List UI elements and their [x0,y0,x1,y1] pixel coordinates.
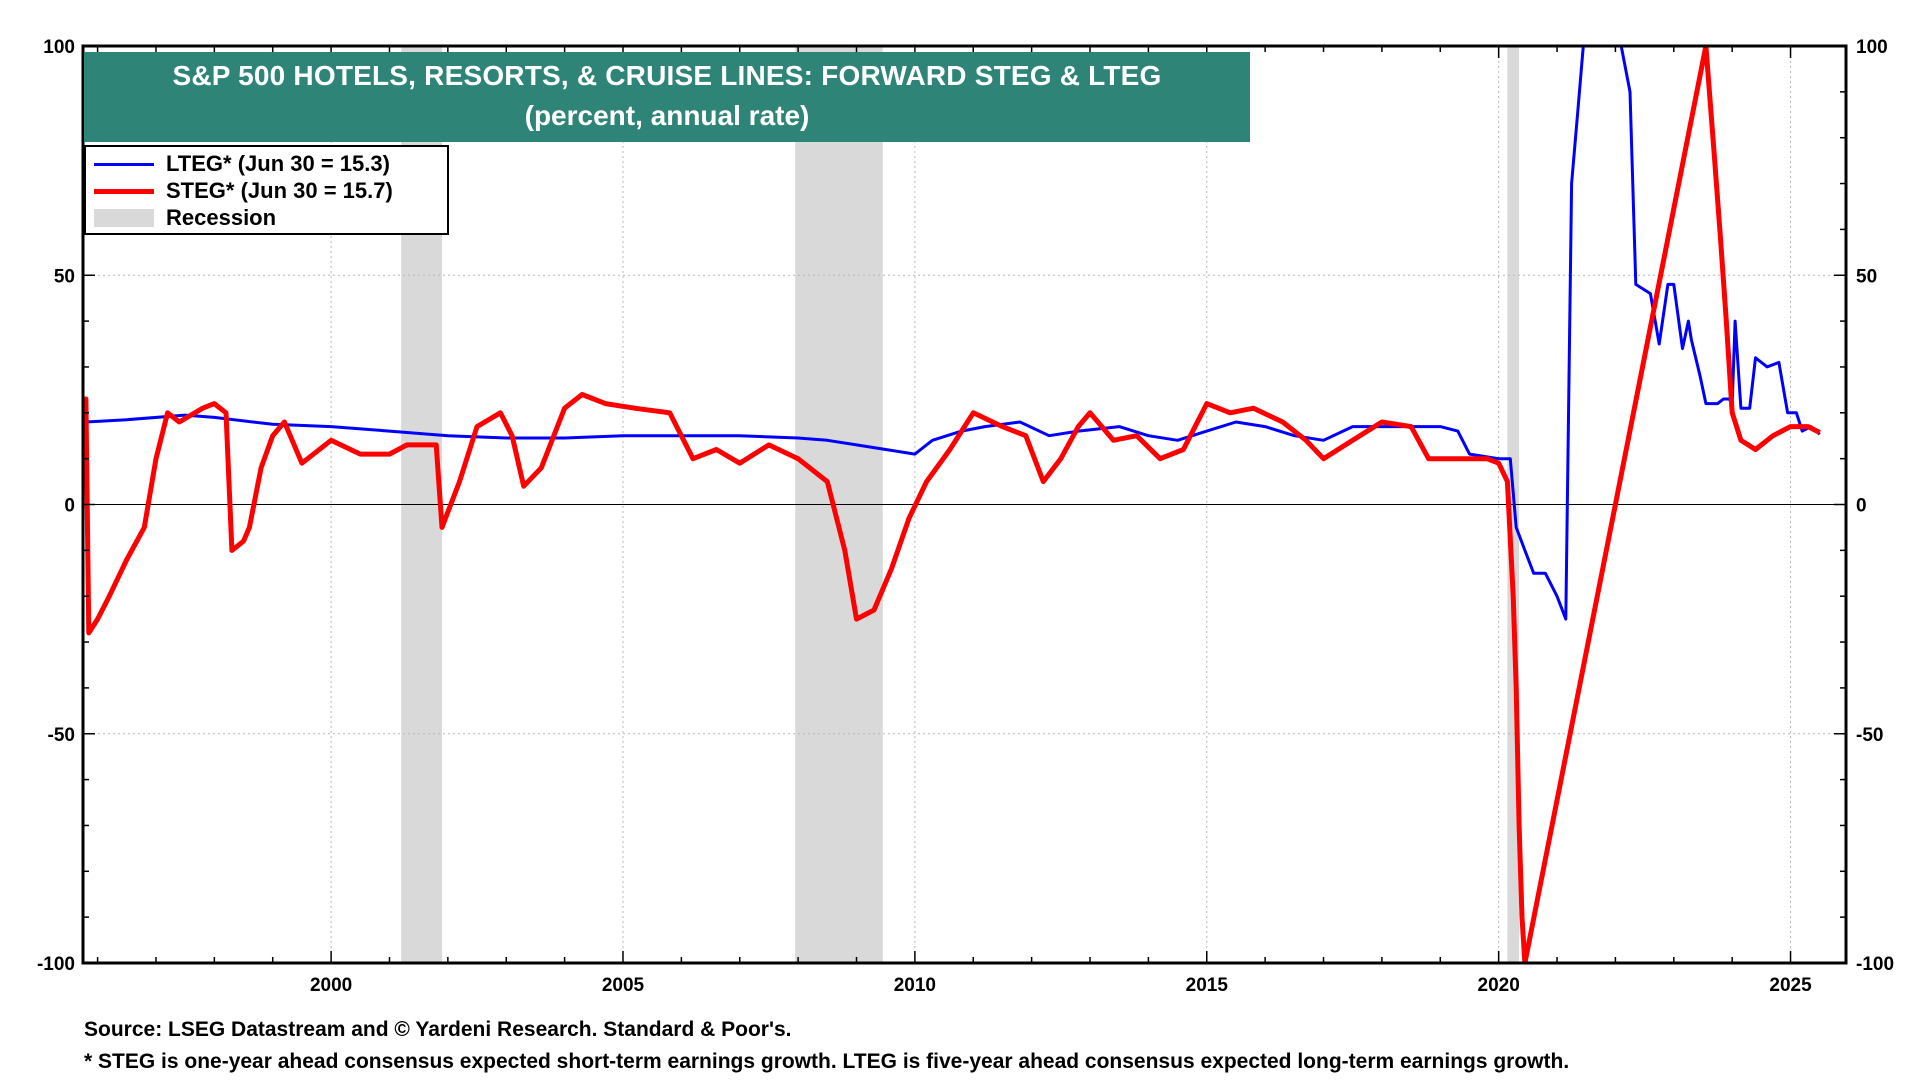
legend-label-recession: Recession [166,205,277,230]
y-tick-label-right--50: -50 [1856,725,1883,746]
legend-swatch-recession [94,209,154,227]
y-tick-label-right-0: 0 [1856,496,1867,517]
legend-item-lteg: LTEG* (Jun 30 = 15.3) [94,151,390,177]
legend-label-steg: STEG* (Jun 30 = 15.7) [166,178,393,203]
series-line-steg [83,46,1821,963]
y-tick-label-left-50: 50 [54,266,75,287]
x-tick-label-2020: 2020 [1478,975,1520,996]
y-tick-label-right--100: -100 [1856,954,1894,975]
y-tick-label-right-50: 50 [1856,266,1877,287]
y-tick-label-left-0: 0 [64,496,75,517]
x-tick-label-2025: 2025 [1769,975,1812,996]
y-tick-label-left-100: 100 [43,37,75,58]
x-tick-label-2000: 2000 [310,975,352,996]
y-tick-label-left--50: -50 [48,725,75,746]
series-line-lteg [83,46,1821,621]
footer-source: Source: LSEG Datastream and © Yardeni Re… [84,1018,792,1041]
legend: LTEG* (Jun 30 = 15.3) STEG* (Jun 30 = 15… [84,145,449,235]
legend-swatch-lteg [94,162,154,166]
chart-title-banner: S&P 500 HOTELS, RESORTS, & CRUISE LINES:… [84,52,1250,142]
chart-subtitle: (percent, annual rate) [524,100,810,131]
legend-item-steg: STEG* (Jun 30 = 15.7) [94,178,393,204]
legend-swatch-steg [94,188,154,194]
series-lines [83,46,1821,963]
y-tick-label-right-100: 100 [1856,37,1888,58]
y-tick-label-left--100: -100 [37,954,75,975]
legend-item-recession: Recession [94,205,276,231]
x-tick-label-2005: 2005 [602,975,645,996]
footer-note: * STEG is one-year ahead consensus expec… [84,1050,1570,1073]
axis-tick-labels: 2000 2005 2010 2015 2020 2025 100 100 50 50 0 0 -50 -… [37,37,1894,996]
x-tick-label-2010: 2010 [894,975,936,996]
axis-ticks [83,45,1846,964]
gridlines [83,46,1846,963]
chart-title: S&P 500 HOTELS, RESORTS, & CRUISE LINES:… [172,60,1162,91]
legend-label-lteg: LTEG* (Jun 30 = 15.3) [166,151,390,176]
x-tick-label-2015: 2015 [1186,975,1229,996]
